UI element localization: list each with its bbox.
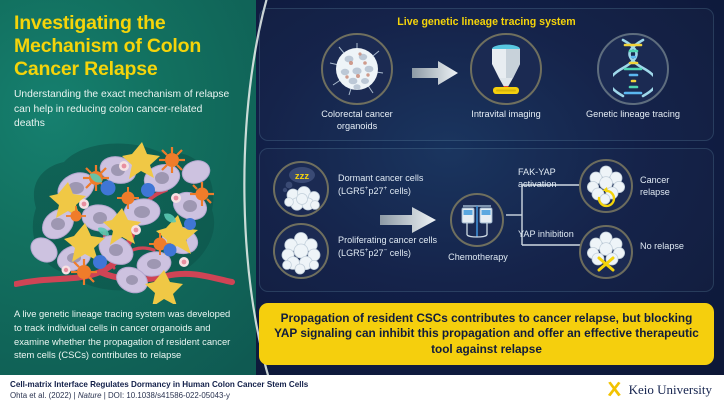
organoid-icon: [321, 33, 393, 105]
citation-journal: Nature: [77, 391, 102, 400]
mechanism-panel: zzz Dormant cancer cells (LGR5+p27+ cell…: [259, 148, 714, 292]
top-panel-title: Live genetic lineage tracing system: [397, 16, 576, 28]
no-relapse-label: No relapse: [640, 241, 684, 251]
citation-doi: DOI: 10.1038/s41586-022-05043-y: [107, 391, 230, 400]
yap-inhibition-label: YAP inhibition: [518, 229, 574, 239]
node-label: Intravital imaging: [471, 109, 541, 119]
branch-connector: [506, 179, 580, 251]
keio-logo-icon: [606, 381, 623, 398]
proliferating-cells-label: Proliferating cancer cells (LGR5+p27− ce…: [338, 235, 438, 258]
dna-helix-icon: [597, 33, 669, 105]
tumor-microenvironment-illustration: [14, 132, 236, 304]
node-intravital-imaging: Intravital imaging: [456, 33, 556, 121]
node-label: Genetic lineage tracing: [586, 109, 680, 119]
node-no-relapse: [578, 225, 634, 279]
page-subtitle: Understanding the exact mechanism of rel…: [14, 89, 230, 130]
proliferating-marker: (LGR5+p27− cells): [338, 246, 411, 258]
node-label: Colorectal cancer organoids: [321, 109, 393, 131]
microscope-objective-icon: [470, 33, 542, 105]
paper-title: Cell-matrix Interface Regulates Dormancy…: [10, 380, 309, 389]
dormant-marker: (LGR5+p27+ cells): [338, 184, 411, 196]
sleeping-cells-icon: zzz: [273, 161, 329, 217]
node-cancer-relapse: [578, 159, 634, 213]
citation-sep2: |: [101, 391, 108, 400]
cells-with-cycle-arrow-icon: [579, 159, 633, 213]
live-tracing-panel: Live genetic lineage tracing system: [259, 8, 714, 141]
citation: Ohta et al. (2022) | Nature | DOI: 10.10…: [10, 391, 230, 400]
dormant-cells-label: Dormant cancer cells (LGR5+p27+ cells): [338, 173, 424, 196]
proliferating-cells-icon: [273, 223, 329, 279]
fak-yap-activation-label: FAK-YAP activation: [518, 167, 557, 189]
svg-text:zzz: zzz: [295, 171, 310, 182]
conclusion-banner: Propagation of resident CSCs contributes…: [259, 303, 714, 365]
node-proliferating-cells: [272, 223, 330, 279]
citation-authors: Ohta et al. (2022): [10, 391, 72, 400]
brand-name: Keio University: [628, 381, 712, 397]
page-title: Investigating the Mechanism of Colon Can…: [14, 12, 202, 80]
node-chemotherapy: [446, 193, 508, 247]
citation-sep: |: [71, 391, 78, 400]
iv-drip-icon: [450, 193, 504, 247]
node-dormant-cells: zzz: [272, 161, 330, 217]
cancer-relapse-label: Cancer relapse: [640, 175, 670, 197]
conclusion-text: Propagation of resident CSCs contributes…: [274, 311, 699, 356]
node-genetic-lineage-tracing: Genetic lineage tracing: [578, 33, 688, 121]
right-arrow-icon: [380, 207, 436, 233]
chemotherapy-label: Chemotherapy: [448, 252, 508, 262]
left-body-text: A live genetic lineage tracing system wa…: [14, 308, 231, 361]
cells-with-cross-icon: [579, 225, 633, 279]
footer: Cell-matrix Interface Regulates Dormancy…: [0, 375, 724, 407]
node-colorectal-organoids: Colorectal cancer organoids: [302, 33, 412, 132]
right-arrow-icon: [412, 61, 458, 85]
left-column: Investigating the Mechanism of Colon Can…: [0, 0, 250, 375]
brand: Keio University: [606, 381, 712, 398]
